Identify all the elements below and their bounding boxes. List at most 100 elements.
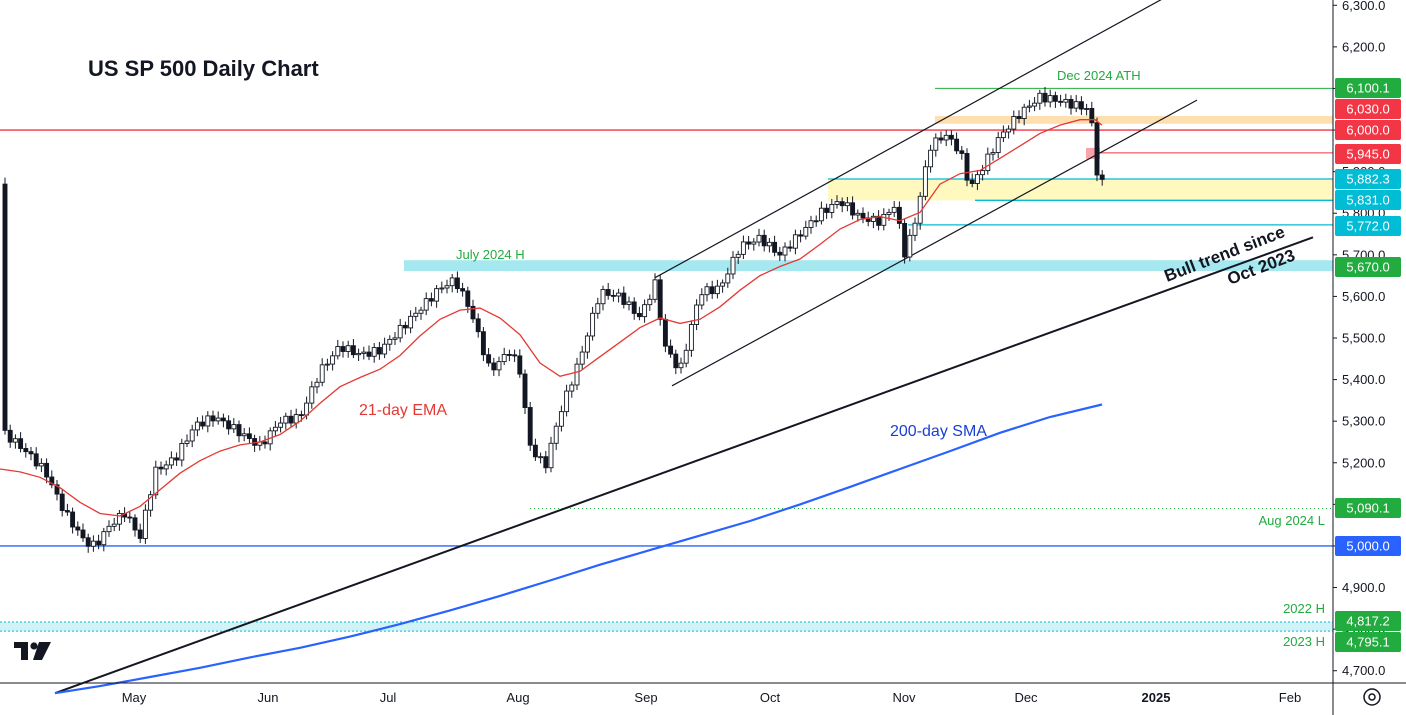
price-tag-label: 6,100.1 — [1346, 81, 1389, 96]
candle-up — [1073, 101, 1079, 109]
candle-down — [522, 373, 528, 408]
candle-up — [720, 282, 726, 287]
candle-up — [714, 285, 720, 295]
channel-lower-line — [671, 99, 1198, 387]
price-tag-9: 5,090.1 — [1335, 498, 1401, 518]
candle-down — [28, 451, 34, 455]
x-tick-label: 2025 — [1142, 690, 1171, 705]
price-tag-bg — [1335, 536, 1401, 556]
candle-down — [298, 414, 304, 417]
candle-down — [350, 345, 356, 356]
candle-up — [449, 277, 455, 287]
candle-down — [18, 438, 24, 449]
candle-up — [194, 421, 200, 431]
candle-down — [158, 466, 164, 470]
candle-up — [694, 304, 700, 325]
candle-up — [995, 137, 1001, 153]
candle-up — [293, 414, 299, 424]
candle-up — [579, 351, 585, 365]
candle-up — [278, 422, 284, 428]
candle-down — [1052, 95, 1058, 102]
price-tag-bg — [1335, 190, 1401, 210]
y-tick-label: 5,600.0 — [1342, 289, 1385, 304]
candle-down — [210, 415, 216, 422]
candle-up — [569, 384, 575, 392]
candle-up — [1006, 128, 1012, 133]
price-tag-bg — [1335, 78, 1401, 98]
candle-down — [23, 448, 29, 453]
candle-up — [980, 170, 986, 176]
x-tick-label: Jun — [258, 690, 279, 705]
candle-up — [683, 349, 689, 364]
candle-down — [1016, 116, 1022, 119]
candle-up — [241, 433, 247, 437]
candle-up — [751, 241, 757, 245]
candle-down — [662, 318, 668, 347]
candle-down — [174, 457, 180, 461]
candle-up — [371, 347, 377, 357]
candle-up — [444, 285, 450, 289]
candle-up — [974, 174, 980, 184]
price-tag-10: 5,000.0 — [1335, 536, 1401, 556]
price-tag-bg — [1335, 498, 1401, 518]
candle-up — [626, 301, 632, 305]
candle-up — [688, 324, 694, 351]
y-tick-label: 4,700.0 — [1342, 663, 1385, 678]
price-tag-bg — [1335, 99, 1401, 119]
zone-3 — [828, 179, 1333, 201]
tradingview-logo[interactable] — [14, 642, 51, 660]
candle-down — [1058, 100, 1064, 103]
candle-up — [985, 153, 991, 172]
candle-down — [959, 150, 965, 154]
candle-down — [220, 417, 226, 422]
ema-21-line — [0, 119, 1103, 517]
candle-up — [111, 523, 117, 527]
price-tag-label: 5,882.3 — [1346, 172, 1389, 187]
candle-up — [538, 456, 544, 459]
candle-up — [163, 464, 169, 470]
y-tick-label: 5,500.0 — [1342, 331, 1385, 346]
candle-up — [616, 292, 622, 297]
y-tick-label: 6,200.0 — [1342, 39, 1385, 54]
zone-1 — [404, 260, 1333, 272]
candle-up — [1021, 106, 1027, 119]
settings-button[interactable] — [1363, 688, 1381, 706]
zone-4 — [0, 621, 1333, 632]
candle-up — [423, 298, 429, 311]
candle-down — [512, 354, 518, 357]
candle-down — [44, 462, 50, 478]
candle-up — [818, 207, 824, 222]
candle-up — [990, 152, 996, 155]
candle-up — [766, 241, 772, 247]
candle-down — [33, 453, 39, 467]
candle-down — [787, 246, 793, 249]
candle-up — [1063, 99, 1069, 103]
price-tag-2: 6,030.0 — [1335, 99, 1401, 119]
candle-down — [70, 511, 76, 528]
candle-up — [283, 415, 289, 424]
candle-down — [465, 290, 471, 307]
candle-down — [860, 212, 866, 219]
candle-up — [1011, 116, 1017, 130]
candle-up — [558, 411, 564, 427]
price-tag-8: 5,670.0 — [1335, 257, 1401, 277]
x-tick-label: Nov — [892, 690, 916, 705]
candle-down — [64, 510, 70, 513]
candle-up — [782, 246, 788, 256]
bull-trend-line — [54, 236, 1314, 695]
x-tick-label: Feb — [1279, 690, 1301, 705]
chart-title: US SP 500 Daily Chart — [88, 56, 319, 81]
price-tag-6: 5,831.0 — [1335, 190, 1401, 210]
candle-up — [392, 337, 398, 340]
candle-up — [943, 134, 949, 141]
candle-down — [2, 183, 8, 431]
price-tag-3: 6,000.0 — [1335, 120, 1401, 140]
candle-up — [90, 540, 96, 547]
candle-up — [215, 417, 221, 422]
x-tick-label: Sep — [634, 690, 657, 705]
candle-up — [590, 312, 596, 337]
candle-up — [309, 386, 315, 404]
candle-down — [543, 456, 549, 469]
candle-up — [730, 256, 736, 275]
